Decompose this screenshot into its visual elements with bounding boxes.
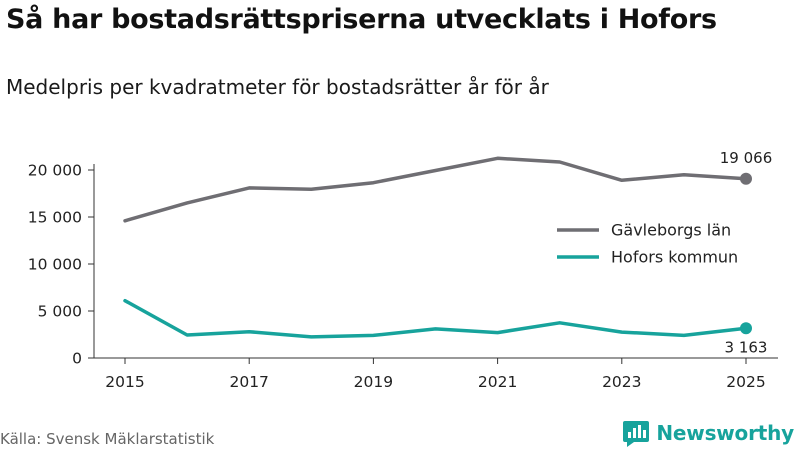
x-tick-label: 2023	[602, 373, 641, 391]
brand-name: Newsworthy	[656, 421, 794, 445]
legend: Gävleborgs län Hofors kommun	[550, 212, 778, 272]
chart-title: Så har bostadsrättspriserna utvecklats i…	[6, 4, 717, 35]
y-tick-label: 10 000	[28, 256, 82, 274]
y-axis: 0 5 000 10 000 15 000 20 000	[28, 162, 95, 368]
brand-logo[interactable]: Newsworthy	[622, 418, 794, 448]
chart-subtitle: Medelpris per kvadratmeter för bostadsrä…	[6, 75, 549, 99]
y-tick-label: 5 000	[38, 303, 82, 321]
x-axis: 2015 2017 2019 2021 2023 2025	[94, 357, 778, 391]
series-end-point-hofors	[740, 322, 752, 335]
end-value-label-hofors: 3 163	[725, 338, 768, 356]
series-layer: 19 066 3 163	[123, 149, 773, 356]
y-tick-label: 15 000	[28, 209, 82, 227]
y-tick-label: 0	[72, 350, 82, 368]
series-line-hofors	[123, 298, 748, 339]
x-tick-label: 2025	[726, 373, 765, 391]
legend-label-hofors: Hofors kommun	[611, 248, 738, 267]
legend-label-gavleborg: Gävleborgs län	[611, 221, 731, 240]
x-tick-label: 2017	[229, 373, 268, 391]
newsworthy-logo-icon	[623, 421, 650, 447]
x-tick-label: 2015	[105, 373, 144, 391]
series-line-gavleborg	[123, 156, 748, 223]
y-tick-label: 20 000	[28, 162, 82, 180]
x-tick-label: 2019	[354, 373, 393, 391]
series-end-point-gavleborg	[740, 172, 752, 185]
legend-box	[550, 212, 778, 272]
end-value-label-gavleborg: 19 066	[720, 149, 773, 167]
x-tick-label: 2021	[478, 373, 517, 391]
source-note: Källa: Svensk Mäklarstatistik	[0, 430, 215, 448]
